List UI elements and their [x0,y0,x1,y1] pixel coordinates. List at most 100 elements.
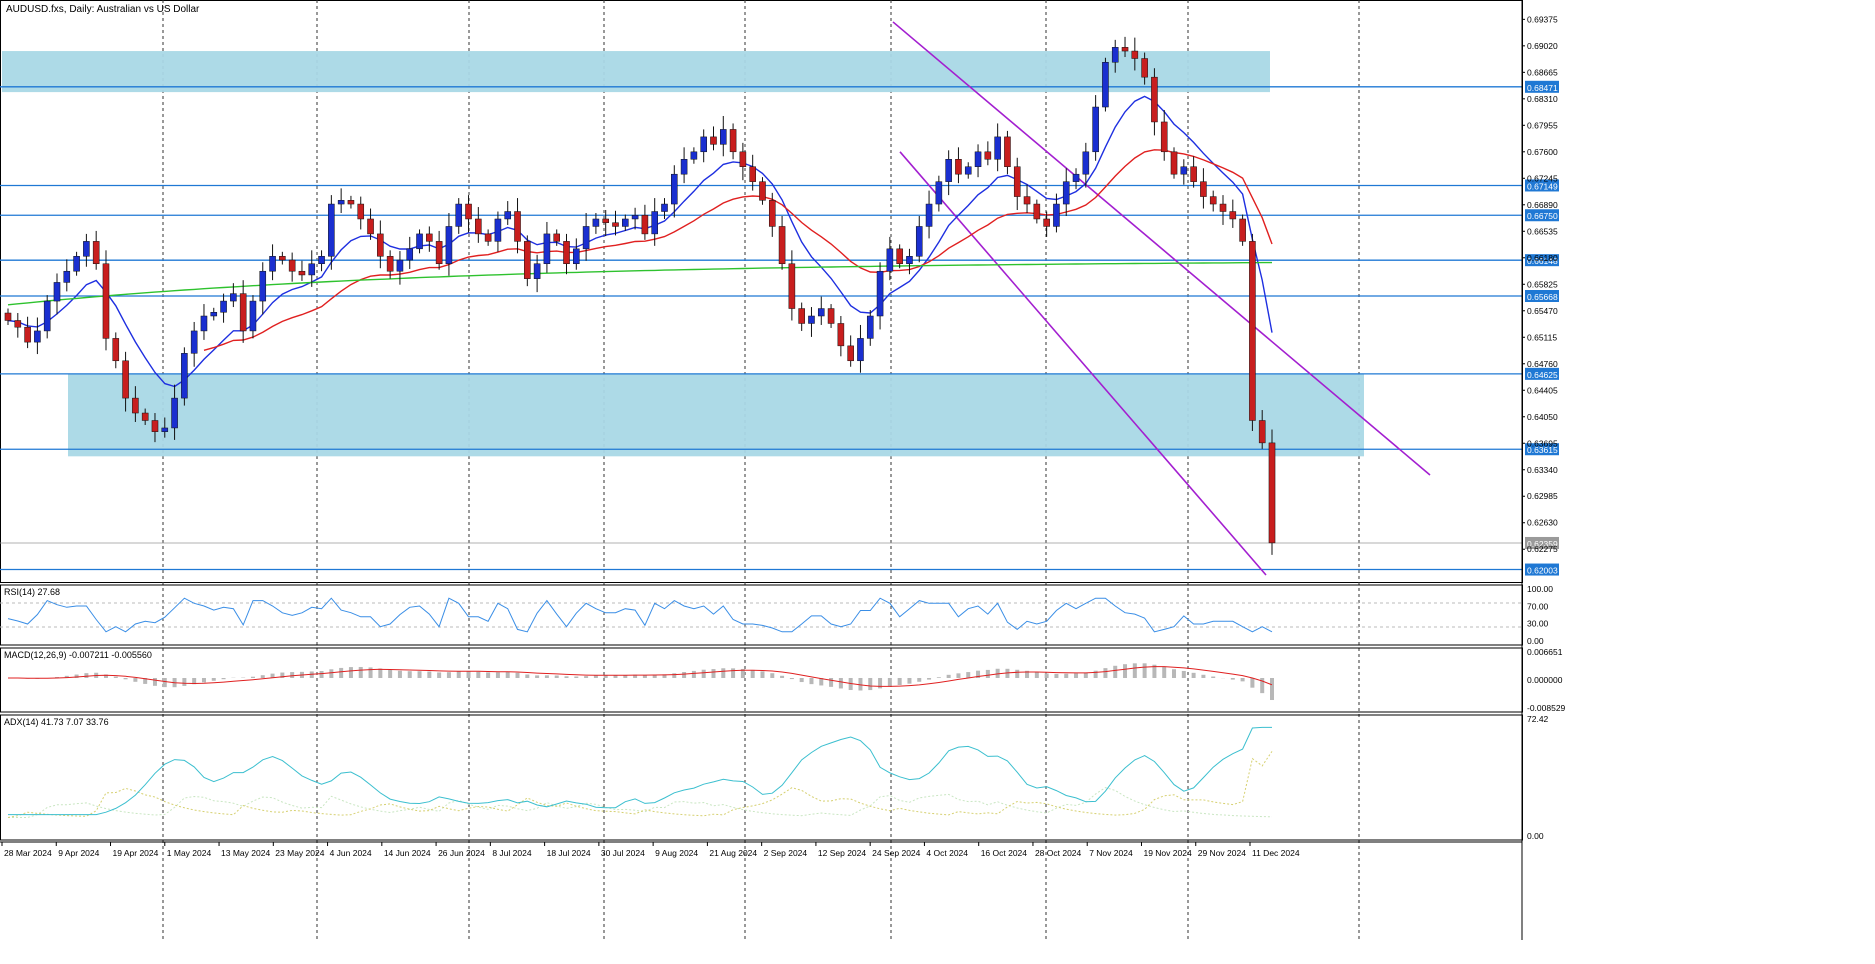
candle-body [1013,166,1021,197]
macd-bar [123,678,128,680]
macd-bar [476,671,481,678]
level-price-tag [1525,179,1559,192]
candle-body [279,256,286,261]
date-tick-label: 16 Oct 2024 [981,848,1028,858]
supply-demand-zone [68,374,1364,457]
macd-bar [956,673,961,678]
macd-bar [946,674,951,678]
macd-bar [113,676,118,678]
candle-body [63,270,71,283]
level-price-label: 0.65668 [1527,292,1558,302]
candle-body [1092,106,1099,153]
price-tick-label: 0.65825 [1527,279,1558,289]
macd-bar [731,668,736,678]
candle-body [573,248,580,265]
macd-bar [1054,673,1059,678]
candle-body [1141,58,1148,78]
date-tick-label: 7 Nov 2024 [1089,848,1133,858]
macd-bar [1103,668,1108,678]
candle-body [1072,173,1080,182]
candle-body [680,159,688,175]
candle-body [367,218,374,235]
candle-body [4,312,12,321]
level-price-label: 0.64625 [1527,370,1558,380]
candle-body [661,203,668,212]
candle-body [249,300,257,332]
macd-bar [280,672,285,678]
level-price-label: 0.62003 [1527,566,1558,576]
date-tick-label: 12 Sep 2024 [818,848,866,858]
candle-body [710,136,717,145]
candle-body [1131,50,1139,59]
current-price-tag [1525,536,1559,549]
candle-body [377,233,384,257]
candle-body [269,256,276,272]
ma-mid-line [203,149,1273,351]
rsi-line [7,597,1273,633]
candle-body [1160,121,1168,153]
macd-bar [525,674,530,678]
candle-body [92,241,100,265]
candle-body [876,270,884,317]
macd_panel-frame [0,647,1523,713]
candle-body [1170,151,1178,175]
price-tick-label: 0.63340 [1527,465,1558,475]
candle-body [759,181,766,201]
candle-body [1190,166,1197,182]
macd-signal-line [8,666,1273,687]
supply-demand-zone [2,51,1270,93]
candle-body [1151,76,1158,123]
macd-bar [486,672,491,678]
candle-body [945,159,952,182]
macd-bar [672,673,677,678]
macd_panel-tick-label: 0.006651 [1527,647,1563,657]
candle-body [631,214,639,220]
macd-bar [437,672,442,678]
candle-body [181,353,188,399]
macd-bar [1162,666,1167,678]
candle-body [475,218,482,235]
candle-body [43,300,51,332]
macd-bar [1181,670,1186,678]
macd-bar [1123,664,1128,678]
price-tick-label: 0.63695 [1527,438,1558,448]
level-price-label: 0.63615 [1527,445,1558,455]
candle-body [1200,181,1207,197]
price-tick-label: 0.67955 [1527,120,1558,130]
macd_panel-title: MACD(12,26,9) -0.007211 -0.005560 [4,650,152,660]
moving-averages [7,95,1273,388]
price-tick-label: 0.68665 [1527,67,1558,77]
macd-bar [290,672,295,678]
ma-slow-line [7,261,1272,306]
macd-bar [535,675,540,678]
date-tick-label: 4 Jun 2024 [330,848,372,858]
zones [2,51,1364,457]
macd-bar [691,670,696,678]
candle-body [455,203,463,227]
macd-bar [495,672,500,678]
candle-body [729,129,737,153]
macd-bar [270,673,275,678]
macd-bar [1201,674,1206,678]
price-tick-label: 0.62275 [1527,544,1558,554]
macd-bar [623,674,628,678]
candle-body [1023,196,1031,205]
macd-bar [417,671,422,678]
macd-bar [1270,678,1274,701]
macd-bar [339,667,344,678]
candle-body [984,151,992,160]
candle-body [817,308,825,317]
macd-bar [1044,673,1049,678]
candle-body [553,233,561,242]
price-tick-label: 0.62630 [1527,518,1558,528]
macd-bar [182,678,187,686]
candle-body [220,300,227,313]
candle-body [925,203,933,227]
candle-body [1111,47,1119,63]
macd-bar [829,678,834,687]
price-tick-label: 0.68310 [1527,94,1558,104]
level-price-tag [1525,254,1559,267]
date-tick-label: 18 Jul 2024 [547,848,591,858]
candle-body [494,218,502,242]
